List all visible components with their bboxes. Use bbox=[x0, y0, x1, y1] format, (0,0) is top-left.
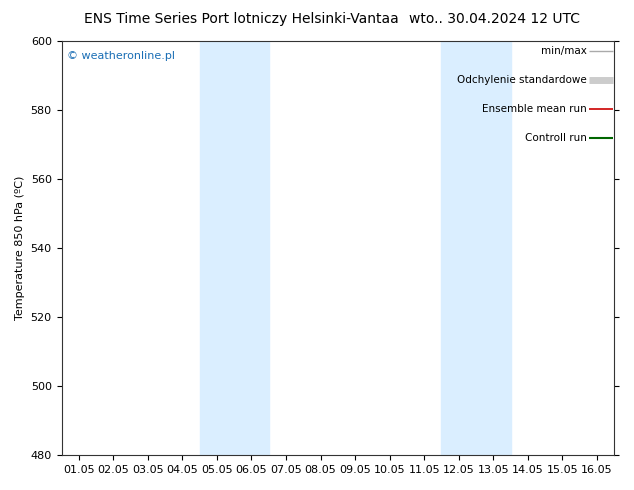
Text: wto.. 30.04.2024 12 UTC: wto.. 30.04.2024 12 UTC bbox=[409, 12, 580, 26]
Bar bbox=[200, 41, 269, 455]
Text: min/max: min/max bbox=[541, 47, 586, 56]
Text: ENS Time Series Port lotniczy Helsinki-Vantaa: ENS Time Series Port lotniczy Helsinki-V… bbox=[84, 12, 398, 26]
Text: © weatheronline.pl: © weatheronline.pl bbox=[67, 51, 175, 61]
Text: Odchylenie standardowe: Odchylenie standardowe bbox=[456, 75, 586, 85]
Bar bbox=[441, 41, 510, 455]
Text: Controll run: Controll run bbox=[524, 133, 586, 144]
Y-axis label: Temperature 850 hPa (ºC): Temperature 850 hPa (ºC) bbox=[15, 176, 25, 320]
Text: Ensemble mean run: Ensemble mean run bbox=[482, 104, 586, 114]
